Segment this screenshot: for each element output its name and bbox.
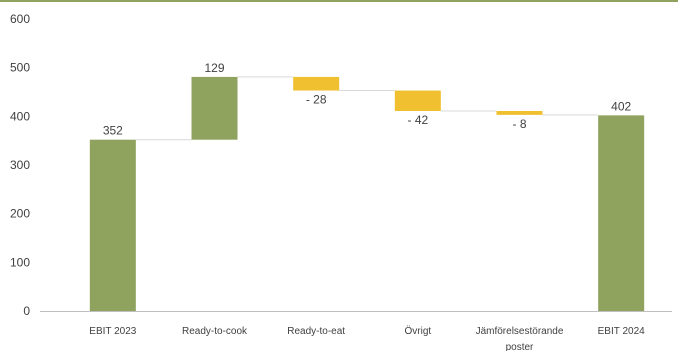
bar-j-mf-relsest-rande-poster — [496, 110, 543, 115]
y-axis-ticks: 0 100 200 300 400 500 600 — [10, 12, 30, 318]
data-labels: 352 129 - 28 - 42 - 8 402 — [103, 61, 632, 138]
category-label-line: EBIT 2023 — [89, 326, 137, 337]
category-label: EBIT 2023 — [89, 326, 137, 337]
top-border — [0, 0, 678, 2]
category-label-line: EBIT 2024 — [598, 326, 646, 337]
y-tick-label: 500 — [10, 61, 30, 75]
category-label-line: poster — [506, 342, 534, 351]
y-tick-label: 400 — [10, 109, 30, 123]
category-label-line: Ready-to-cook — [182, 326, 248, 337]
category-label: Jämförelsestörande poster — [476, 326, 564, 351]
bar--vrigt — [394, 90, 441, 111]
y-tick-label: 200 — [10, 207, 30, 221]
connector-lines — [135, 76, 599, 141]
data-label: - 42 — [407, 113, 428, 127]
bar-ready-to-cook — [191, 76, 238, 140]
category-label-line: Jämförelsestörande — [476, 326, 564, 337]
data-label: 129 — [204, 61, 224, 75]
bar-ebit-2023 — [89, 139, 136, 311]
y-tick-label: 600 — [10, 12, 30, 26]
category-label: Ready-to-eat — [287, 326, 345, 337]
data-label: - 8 — [512, 117, 526, 131]
bar-ready-to-eat — [293, 76, 340, 91]
category-label: Ready-to-cook — [182, 326, 248, 337]
category-label-line: Övrigt — [404, 325, 431, 337]
data-label: 352 — [103, 124, 123, 138]
category-label-line: Ready-to-eat — [287, 326, 345, 337]
bars — [89, 76, 645, 311]
data-label: - 28 — [306, 93, 327, 107]
y-tick-label: 0 — [23, 304, 30, 318]
bar-ebit-2024 — [598, 115, 645, 311]
category-label: Övrigt — [404, 325, 431, 337]
data-label: 402 — [611, 99, 631, 113]
y-tick-label: 100 — [10, 255, 30, 269]
y-tick-label: 300 — [10, 158, 30, 172]
category-label: EBIT 2024 — [598, 326, 646, 337]
category-labels: EBIT 2023 Ready-to-cook Ready-to-eat Övrigt… — [89, 325, 645, 351]
